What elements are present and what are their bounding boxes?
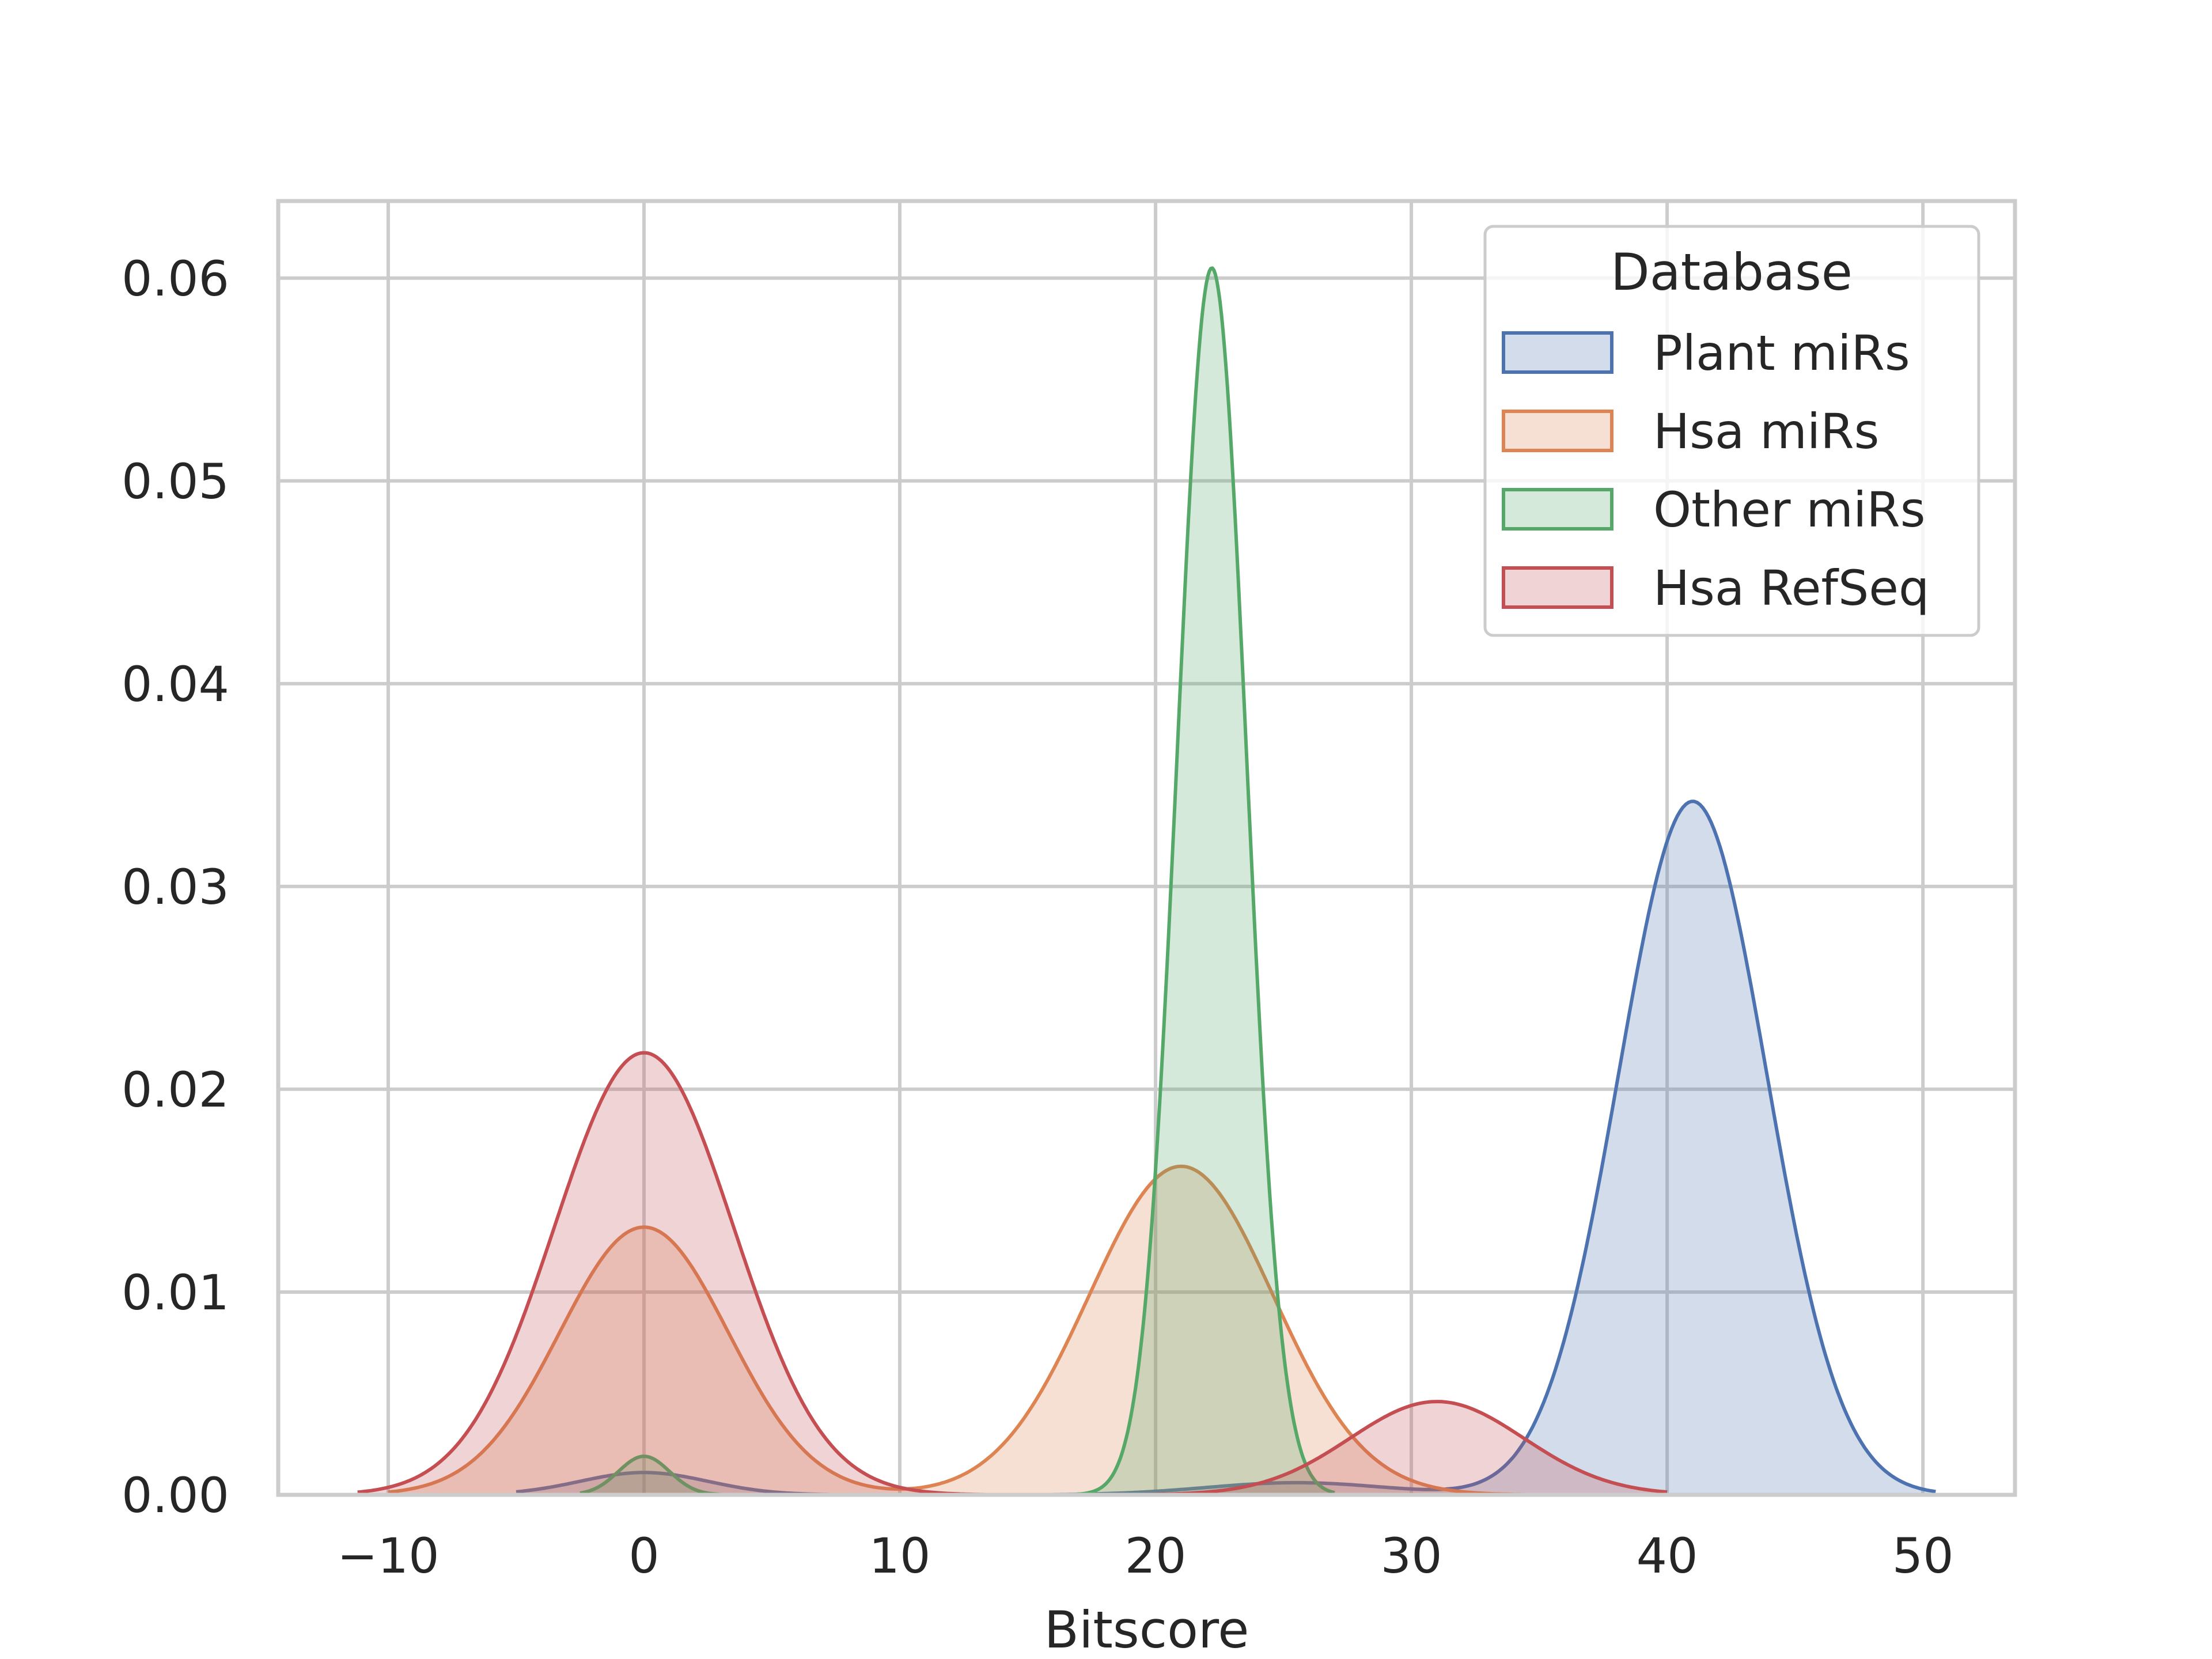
- x-axis-ticks: −10 0 10 20 30 40 50: [337, 1528, 1953, 1584]
- x-tick-label: 0: [628, 1528, 659, 1584]
- legend-item: Hsa RefSeq: [1503, 560, 1929, 616]
- y-tick-label: 0.01: [122, 1264, 229, 1321]
- legend-item: Plant miRs: [1503, 325, 1910, 381]
- density-area: [358, 1053, 1667, 1495]
- legend-label: Hsa RefSeq: [1653, 560, 1929, 616]
- x-tick-label: 40: [1637, 1528, 1698, 1584]
- legend-item: Other miRs: [1503, 482, 1926, 538]
- y-tick-label: 0.00: [122, 1467, 229, 1524]
- x-tick-label: 50: [1892, 1528, 1954, 1584]
- legend-title: Database: [1611, 243, 1853, 302]
- series-hsa-refseq: [358, 1053, 1667, 1495]
- legend-swatch: [1503, 568, 1612, 607]
- legend-swatch: [1503, 411, 1612, 450]
- x-axis-label: Bitscore: [1044, 1600, 1249, 1659]
- legend-swatch: [1503, 490, 1612, 529]
- x-tick-label: −10: [337, 1528, 439, 1584]
- y-tick-label: 0.05: [122, 453, 229, 510]
- y-tick-label: 0.04: [122, 656, 229, 713]
- y-axis-ticks: 0.00 0.01 0.02 0.03 0.04 0.05 0.06: [122, 251, 229, 1524]
- y-tick-label: 0.02: [122, 1062, 229, 1118]
- x-tick-label: 10: [869, 1528, 931, 1584]
- y-tick-label: 0.03: [122, 859, 229, 915]
- legend-label: Hsa miRs: [1653, 403, 1879, 460]
- legend-item: Hsa miRs: [1503, 403, 1879, 460]
- y-tick-label: 0.06: [122, 251, 229, 307]
- x-tick-label: 20: [1125, 1528, 1187, 1584]
- legend-label: Plant miRs: [1653, 325, 1910, 381]
- legend: Database Plant miRs Hsa miRs Other miRs Hsa…: [1485, 226, 1979, 635]
- legend-swatch: [1503, 333, 1612, 372]
- x-tick-label: 30: [1381, 1528, 1442, 1584]
- legend-label: Other miRs: [1653, 482, 1926, 538]
